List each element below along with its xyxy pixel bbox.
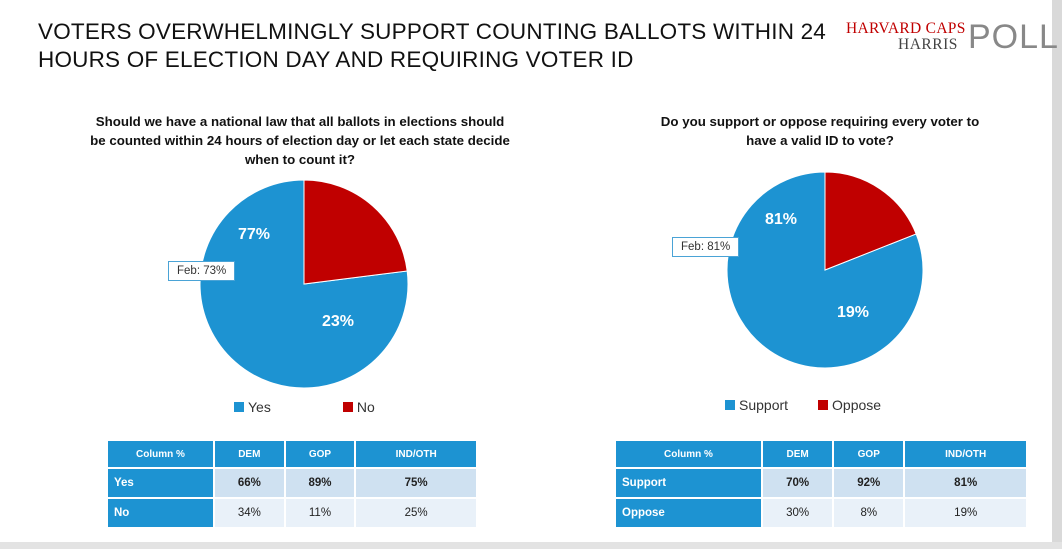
pie-1-legend: Yes No bbox=[234, 399, 375, 415]
row-label-yes: Yes bbox=[106, 467, 215, 499]
pie-1-label-no: 23% bbox=[322, 313, 354, 330]
row-label-oppose: Oppose bbox=[614, 497, 763, 529]
table-header-row: Column % DEM GOP IND/OTH bbox=[106, 439, 478, 469]
logo-line-3: POLL bbox=[968, 18, 1059, 56]
cell-oppose-ind: 19% bbox=[903, 497, 1028, 529]
cell-support-gop: 92% bbox=[832, 467, 906, 499]
pie-2-label-support: 81% bbox=[765, 211, 797, 228]
legend-swatch-yes bbox=[234, 402, 244, 412]
table-header-row: Column % DEM GOP IND/OTH bbox=[614, 439, 1028, 469]
header-ind-oth: IND/OTH bbox=[903, 439, 1028, 469]
pie-2-question: Do you support or oppose requiring every… bbox=[660, 114, 980, 148]
cell-yes-dem: 66% bbox=[213, 467, 286, 499]
row-label-support: Support bbox=[614, 467, 763, 499]
header-ind-oth: IND/OTH bbox=[354, 439, 478, 469]
header-gop: GOP bbox=[283, 439, 357, 469]
legend-label-support: Support bbox=[739, 397, 789, 413]
pie-1-question: Should we have a national law that all b… bbox=[90, 114, 510, 167]
table-row: Support 70% 92% 81% bbox=[614, 467, 1028, 499]
cell-yes-ind: 75% bbox=[354, 467, 478, 499]
cell-oppose-dem: 30% bbox=[760, 497, 835, 529]
pie-chart-voter-id: 81% 19% bbox=[726, 171, 924, 369]
logo-line-2: HARRIS bbox=[898, 36, 958, 53]
pie-1-feb-annotation: Feb: 73% bbox=[168, 261, 236, 281]
table-row: Yes 66% 89% 75% bbox=[106, 467, 478, 499]
table-row: Oppose 30% 8% 19% bbox=[614, 497, 1028, 529]
cell-yes-gop: 89% bbox=[283, 467, 357, 499]
header-dem: DEM bbox=[760, 439, 835, 469]
cell-no-dem: 34% bbox=[213, 497, 286, 529]
pie-2-feb-annotation: Feb: 81% bbox=[672, 237, 740, 257]
cell-support-dem: 70% bbox=[760, 467, 835, 499]
slide-title: VOTERS OVERWHELMINGLY SUPPORT COUNTING B… bbox=[38, 19, 827, 72]
cell-no-gop: 11% bbox=[283, 497, 357, 529]
pie-2-label-oppose: 19% bbox=[837, 304, 869, 321]
legend-label-oppose: Oppose bbox=[832, 397, 882, 413]
pie-1-slice-no bbox=[303, 179, 408, 285]
table-row: No 34% 11% 25% bbox=[106, 497, 478, 529]
bottom-edge-strip bbox=[0, 542, 1062, 549]
crosstab-voter-id: Column % DEM GOP IND/OTH Support 70% 92%… bbox=[614, 439, 1028, 529]
legend-swatch-no bbox=[342, 402, 353, 412]
cell-no-ind: 25% bbox=[354, 497, 478, 529]
header-column-pct: Column % bbox=[106, 439, 215, 469]
logo-line-1: HARVARD CAPS bbox=[846, 20, 966, 37]
header-column-pct: Column % bbox=[614, 439, 763, 469]
pie-1-label-yes: 77% bbox=[238, 226, 270, 243]
crosstab-ballots: Column % DEM GOP IND/OTH Yes 66% 89% 75%… bbox=[106, 439, 478, 529]
cell-support-ind: 81% bbox=[903, 467, 1028, 499]
pie-2-slice-oppose bbox=[824, 171, 917, 271]
harvard-caps-harris-poll-logo: HARVARD CAPS HARRIS POLL bbox=[846, 18, 1059, 58]
header-gop: GOP bbox=[832, 439, 906, 469]
legend-swatch-oppose bbox=[818, 400, 829, 410]
header-dem: DEM bbox=[213, 439, 286, 469]
cell-oppose-gop: 8% bbox=[832, 497, 906, 529]
row-label-no: No bbox=[106, 497, 215, 529]
legend-label-no: No bbox=[356, 399, 375, 415]
pie-chart-ballots: 77% 23% bbox=[199, 179, 409, 389]
legend-label-yes: Yes bbox=[248, 399, 271, 415]
pie-2-legend: Support Oppose bbox=[725, 397, 881, 413]
right-edge-strip bbox=[1052, 0, 1062, 549]
legend-swatch-support bbox=[725, 400, 735, 410]
